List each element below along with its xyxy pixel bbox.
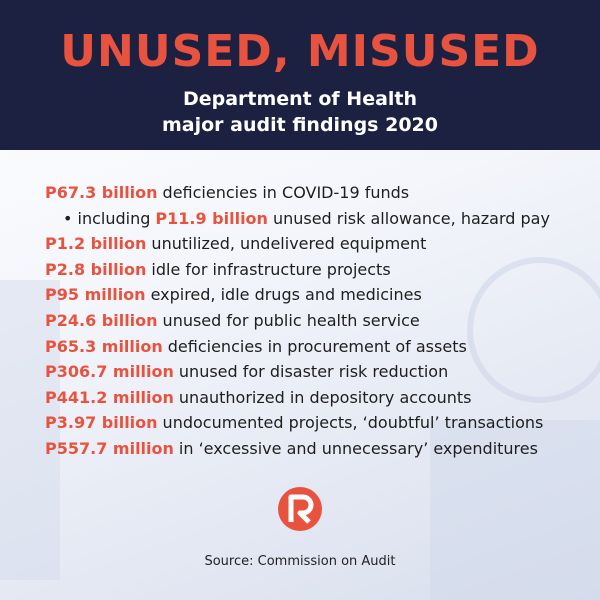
finding-text: in ‘excessive and unnecessary’ expenditu… bbox=[178, 438, 538, 458]
finding-text: unused for disaster risk reduction bbox=[178, 362, 449, 382]
finding-text: deficiencies in procurement of assets bbox=[167, 336, 467, 356]
subtitle: Department of Health bbox=[182, 88, 418, 110]
finding-amount: P557.7 million bbox=[45, 438, 174, 458]
finding-text: unused risk allowance, hazard pay bbox=[272, 208, 550, 228]
finding: P24.6 billion unused for public health se… bbox=[45, 308, 585, 334]
finding-text: expired, idle drugs and medicines bbox=[150, 285, 422, 305]
finding: P65.3 million deficiencies in procurement… bbox=[45, 334, 585, 360]
finding: P3.97 billion undocumented projects, ‘dou… bbox=[45, 410, 585, 436]
finding-amount: P441.2 million bbox=[45, 387, 174, 407]
finding-amount: P1.2 billion bbox=[45, 234, 147, 254]
finding-text: deficiencies in COVID-19 funds bbox=[162, 183, 410, 202]
finding-amount: P67.3 billion bbox=[45, 183, 158, 202]
finding-text: unused for public health service bbox=[162, 310, 420, 330]
title: UNUSED, MISUSED bbox=[60, 26, 540, 77]
findings-list: P67.3 billion deficiencies in COVID-19 fu… bbox=[45, 180, 585, 462]
finding-amount: P306.7 million bbox=[45, 362, 174, 382]
subtitle: major audit findings 2020 bbox=[162, 114, 438, 136]
finding: P441.2 million unauthorized in depository… bbox=[45, 385, 585, 411]
finding: P95 million expired, idle drugs and medic… bbox=[45, 282, 585, 308]
finding-amount: P65.3 million bbox=[45, 336, 163, 356]
finding: P67.3 billion deficiencies in COVID-19 fu… bbox=[45, 180, 585, 206]
finding: • including P11.9 billion unused risk allo… bbox=[45, 206, 585, 232]
finding-amount: P24.6 billion bbox=[45, 310, 158, 330]
source: Source: Commission on Audit bbox=[204, 554, 396, 569]
finding-amount: P3.97 billion bbox=[45, 413, 158, 433]
finding-text: undocumented projects, ‘doubtful’ transa… bbox=[162, 413, 544, 433]
finding: P306.7 million unused for disaster risk r… bbox=[45, 359, 585, 385]
finding-text: unauthorized in depository accounts bbox=[178, 387, 472, 407]
finding: P557.7 million in ‘excessive and unnecess… bbox=[45, 436, 585, 462]
finding-amount: P11.9 billion bbox=[155, 208, 268, 228]
finding: P1.2 billion unutilized, undelivered equi… bbox=[45, 231, 585, 257]
finding-prefix: • including bbox=[63, 208, 151, 228]
finding-amount: P95 million bbox=[45, 285, 146, 305]
finding-amount: P2.8 billion bbox=[45, 259, 147, 279]
finding: P2.8 billion idle for infrastructure proj… bbox=[45, 257, 585, 283]
finding-text: idle for infrastructure projects bbox=[151, 259, 391, 279]
header: UNUSED, MISUSED Department of Health maj… bbox=[0, 0, 600, 150]
finding-text: unutilized, undelivered equipment bbox=[151, 234, 427, 254]
